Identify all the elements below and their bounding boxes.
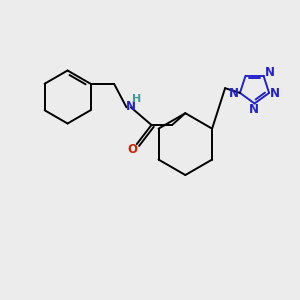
Text: N: N [270,87,280,100]
Text: N: N [264,66,274,79]
Text: H: H [132,94,141,104]
Text: N: N [229,87,239,100]
Text: O: O [127,143,137,156]
Text: N: N [126,100,136,112]
Text: N: N [249,103,259,116]
